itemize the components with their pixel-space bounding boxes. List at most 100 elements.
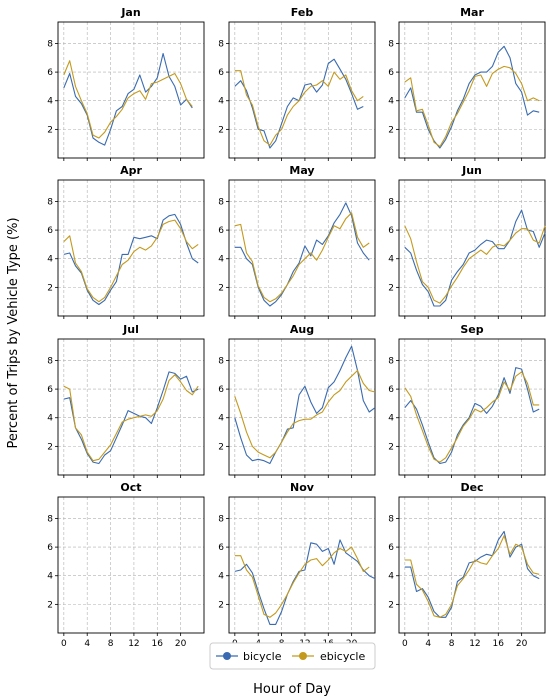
y-tick-label: 8 bbox=[218, 356, 224, 366]
y-tick-label: 6 bbox=[388, 226, 394, 236]
y-tick-label: 4 bbox=[388, 97, 394, 107]
series-line-bicycle-nov bbox=[234, 539, 376, 625]
x-tick-label: 12 bbox=[128, 639, 139, 649]
y-tick-label: 4 bbox=[47, 255, 53, 265]
x-tick-label: 0 bbox=[61, 639, 67, 649]
y-tick-label: 4 bbox=[218, 572, 224, 582]
series-line-ebicycle-jul bbox=[63, 374, 199, 462]
y-tick-label: 2 bbox=[218, 600, 224, 610]
y-tick-label: 8 bbox=[218, 39, 224, 49]
x-tick-label: 16 bbox=[493, 639, 505, 649]
x-axis-title: Hour of Day bbox=[253, 682, 331, 697]
panel-may: May 2 4 6 8 bbox=[218, 164, 376, 319]
y-tick-label: 8 bbox=[47, 39, 53, 49]
y-tick-label: 2 bbox=[218, 283, 224, 293]
x-tick-label: 0 bbox=[402, 639, 408, 649]
y-tick-label: 6 bbox=[47, 226, 53, 236]
panel-jan: Jan 2 4 6 8 bbox=[47, 6, 205, 161]
legend-ebicycle-marker bbox=[299, 652, 307, 660]
y-tick-label: 2 bbox=[47, 442, 53, 452]
y-tick-label: 6 bbox=[388, 68, 394, 78]
y-tick-label: 8 bbox=[218, 514, 224, 524]
y-tick-label: 4 bbox=[388, 572, 394, 582]
y-tick-label: 2 bbox=[47, 125, 53, 135]
series-line-ebicycle-sep bbox=[404, 371, 540, 463]
panel-apr: Apr 2 4 6 8 bbox=[47, 164, 205, 319]
panel-aug: Aug 2 4 6 8 bbox=[218, 323, 376, 478]
x-tick-label: 20 bbox=[516, 639, 528, 649]
y-tick-label: 6 bbox=[388, 543, 394, 553]
y-tick-label: 6 bbox=[47, 385, 53, 395]
x-tick-label: 4 bbox=[425, 639, 431, 649]
panel-title-may: May bbox=[289, 164, 314, 177]
x-tick-label: 20 bbox=[175, 639, 187, 649]
y-tick-label: 6 bbox=[218, 543, 224, 553]
series-line-bicycle-mar bbox=[404, 45, 540, 149]
series-line-ebicycle-apr bbox=[63, 219, 199, 303]
panel-sep: Sep 2 4 6 8 bbox=[388, 323, 546, 478]
series-line-ebicycle-dec bbox=[404, 535, 540, 618]
panel-frame bbox=[398, 179, 546, 317]
panel-frame bbox=[398, 21, 546, 159]
x-tick-label: 16 bbox=[152, 639, 164, 649]
series-line-bicycle-apr bbox=[63, 213, 199, 306]
panel-mar: Mar 2 4 6 8 bbox=[388, 6, 546, 161]
y-tick-label: 8 bbox=[47, 356, 53, 366]
x-tick-label: 8 bbox=[108, 639, 114, 649]
y-tick-label: 6 bbox=[218, 385, 224, 395]
panel-title-aug: Aug bbox=[290, 323, 314, 336]
y-tick-label: 4 bbox=[388, 255, 394, 265]
y-tick-label: 4 bbox=[218, 97, 224, 107]
panel-frame bbox=[228, 338, 376, 476]
series-line-bicycle-jan bbox=[63, 52, 193, 146]
y-tick-label: 8 bbox=[388, 197, 394, 207]
legend-bicycle-marker bbox=[223, 652, 231, 660]
y-tick-label: 8 bbox=[47, 197, 53, 207]
series-line-bicycle-may bbox=[234, 202, 370, 307]
legend-bicycle-label: bicycle bbox=[243, 650, 282, 663]
panel-title-sep: Sep bbox=[460, 323, 483, 336]
panel-title-nov: Nov bbox=[290, 481, 315, 494]
series-line-bicycle-feb bbox=[234, 58, 364, 149]
panel-title-feb: Feb bbox=[291, 6, 314, 19]
series-line-bicycle-jun bbox=[404, 209, 546, 307]
panel-frame bbox=[398, 496, 546, 634]
legend: bicycle ebicycle bbox=[209, 642, 376, 670]
y-tick-label: 2 bbox=[388, 283, 394, 293]
series-line-ebicycle-aug bbox=[234, 369, 376, 459]
panel-jul: Jul 2 4 6 8 bbox=[47, 323, 205, 478]
panel-title-jul: Jul bbox=[122, 323, 139, 336]
y-tick-label: 2 bbox=[218, 442, 224, 452]
panel-frame bbox=[228, 179, 376, 317]
series-line-bicycle-dec bbox=[404, 530, 540, 618]
y-tick-label: 6 bbox=[47, 68, 53, 78]
series-line-ebicycle-nov bbox=[234, 546, 370, 618]
panel-frame bbox=[57, 21, 205, 159]
series-line-bicycle-aug bbox=[234, 345, 376, 465]
y-tick-label: 2 bbox=[47, 600, 53, 610]
panel-jun: Jun 2 4 6 8 bbox=[388, 164, 546, 319]
series-line-ebicycle-jan bbox=[63, 60, 193, 139]
panel-frame bbox=[57, 496, 205, 634]
y-tick-label: 6 bbox=[47, 543, 53, 553]
x-tick-label: 8 bbox=[449, 639, 455, 649]
y-tick-label: 8 bbox=[388, 39, 394, 49]
y-tick-label: 8 bbox=[388, 356, 394, 366]
y-tick-label: 4 bbox=[388, 414, 394, 424]
series-line-ebicycle-mar bbox=[404, 65, 540, 148]
y-tick-label: 2 bbox=[388, 442, 394, 452]
y-tick-label: 6 bbox=[388, 385, 394, 395]
y-tick-label: 4 bbox=[47, 414, 53, 424]
panel-nov: Nov0481216202468 bbox=[218, 481, 376, 649]
panel-title-jun: Jun bbox=[461, 164, 482, 177]
panel-frame bbox=[57, 338, 205, 476]
panel-title-mar: Mar bbox=[460, 6, 484, 19]
y-tick-label: 4 bbox=[47, 97, 53, 107]
panel-frame bbox=[228, 21, 376, 159]
series-line-ebicycle-jun bbox=[404, 225, 546, 304]
y-tick-label: 6 bbox=[218, 68, 224, 78]
panel-title-jan: Jan bbox=[120, 6, 140, 19]
